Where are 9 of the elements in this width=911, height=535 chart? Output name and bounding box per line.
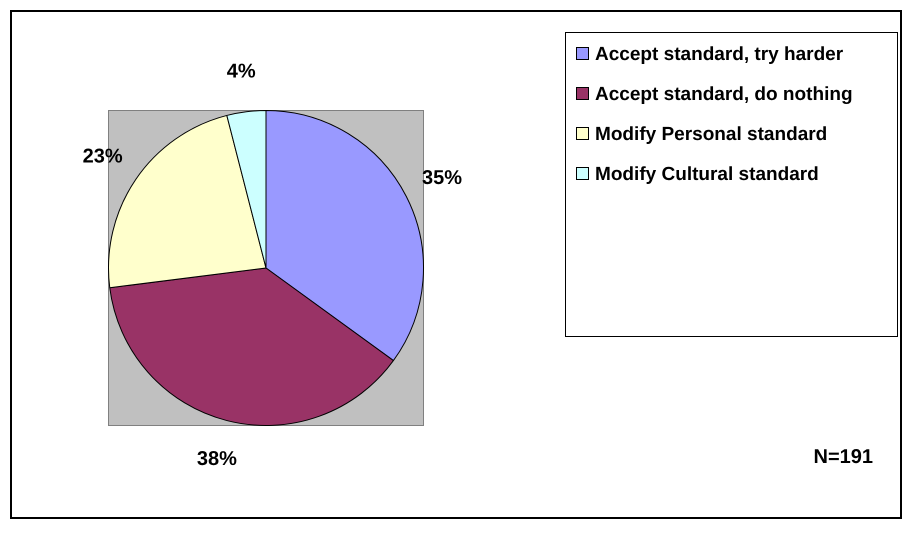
legend-label: Modify Cultural standard (595, 163, 819, 187)
legend-label: Accept standard, try harder (595, 43, 844, 67)
text: N=191 (814, 446, 873, 469)
data-label: 4% (226, 60, 256, 83)
legend-label: Accept standard, do nothing (595, 83, 853, 107)
data-label: 23% (82, 146, 123, 168)
legend-label: Modify Personal standard (595, 123, 828, 147)
data-label: 35% (422, 166, 462, 189)
data-label: 38% (196, 448, 238, 470)
